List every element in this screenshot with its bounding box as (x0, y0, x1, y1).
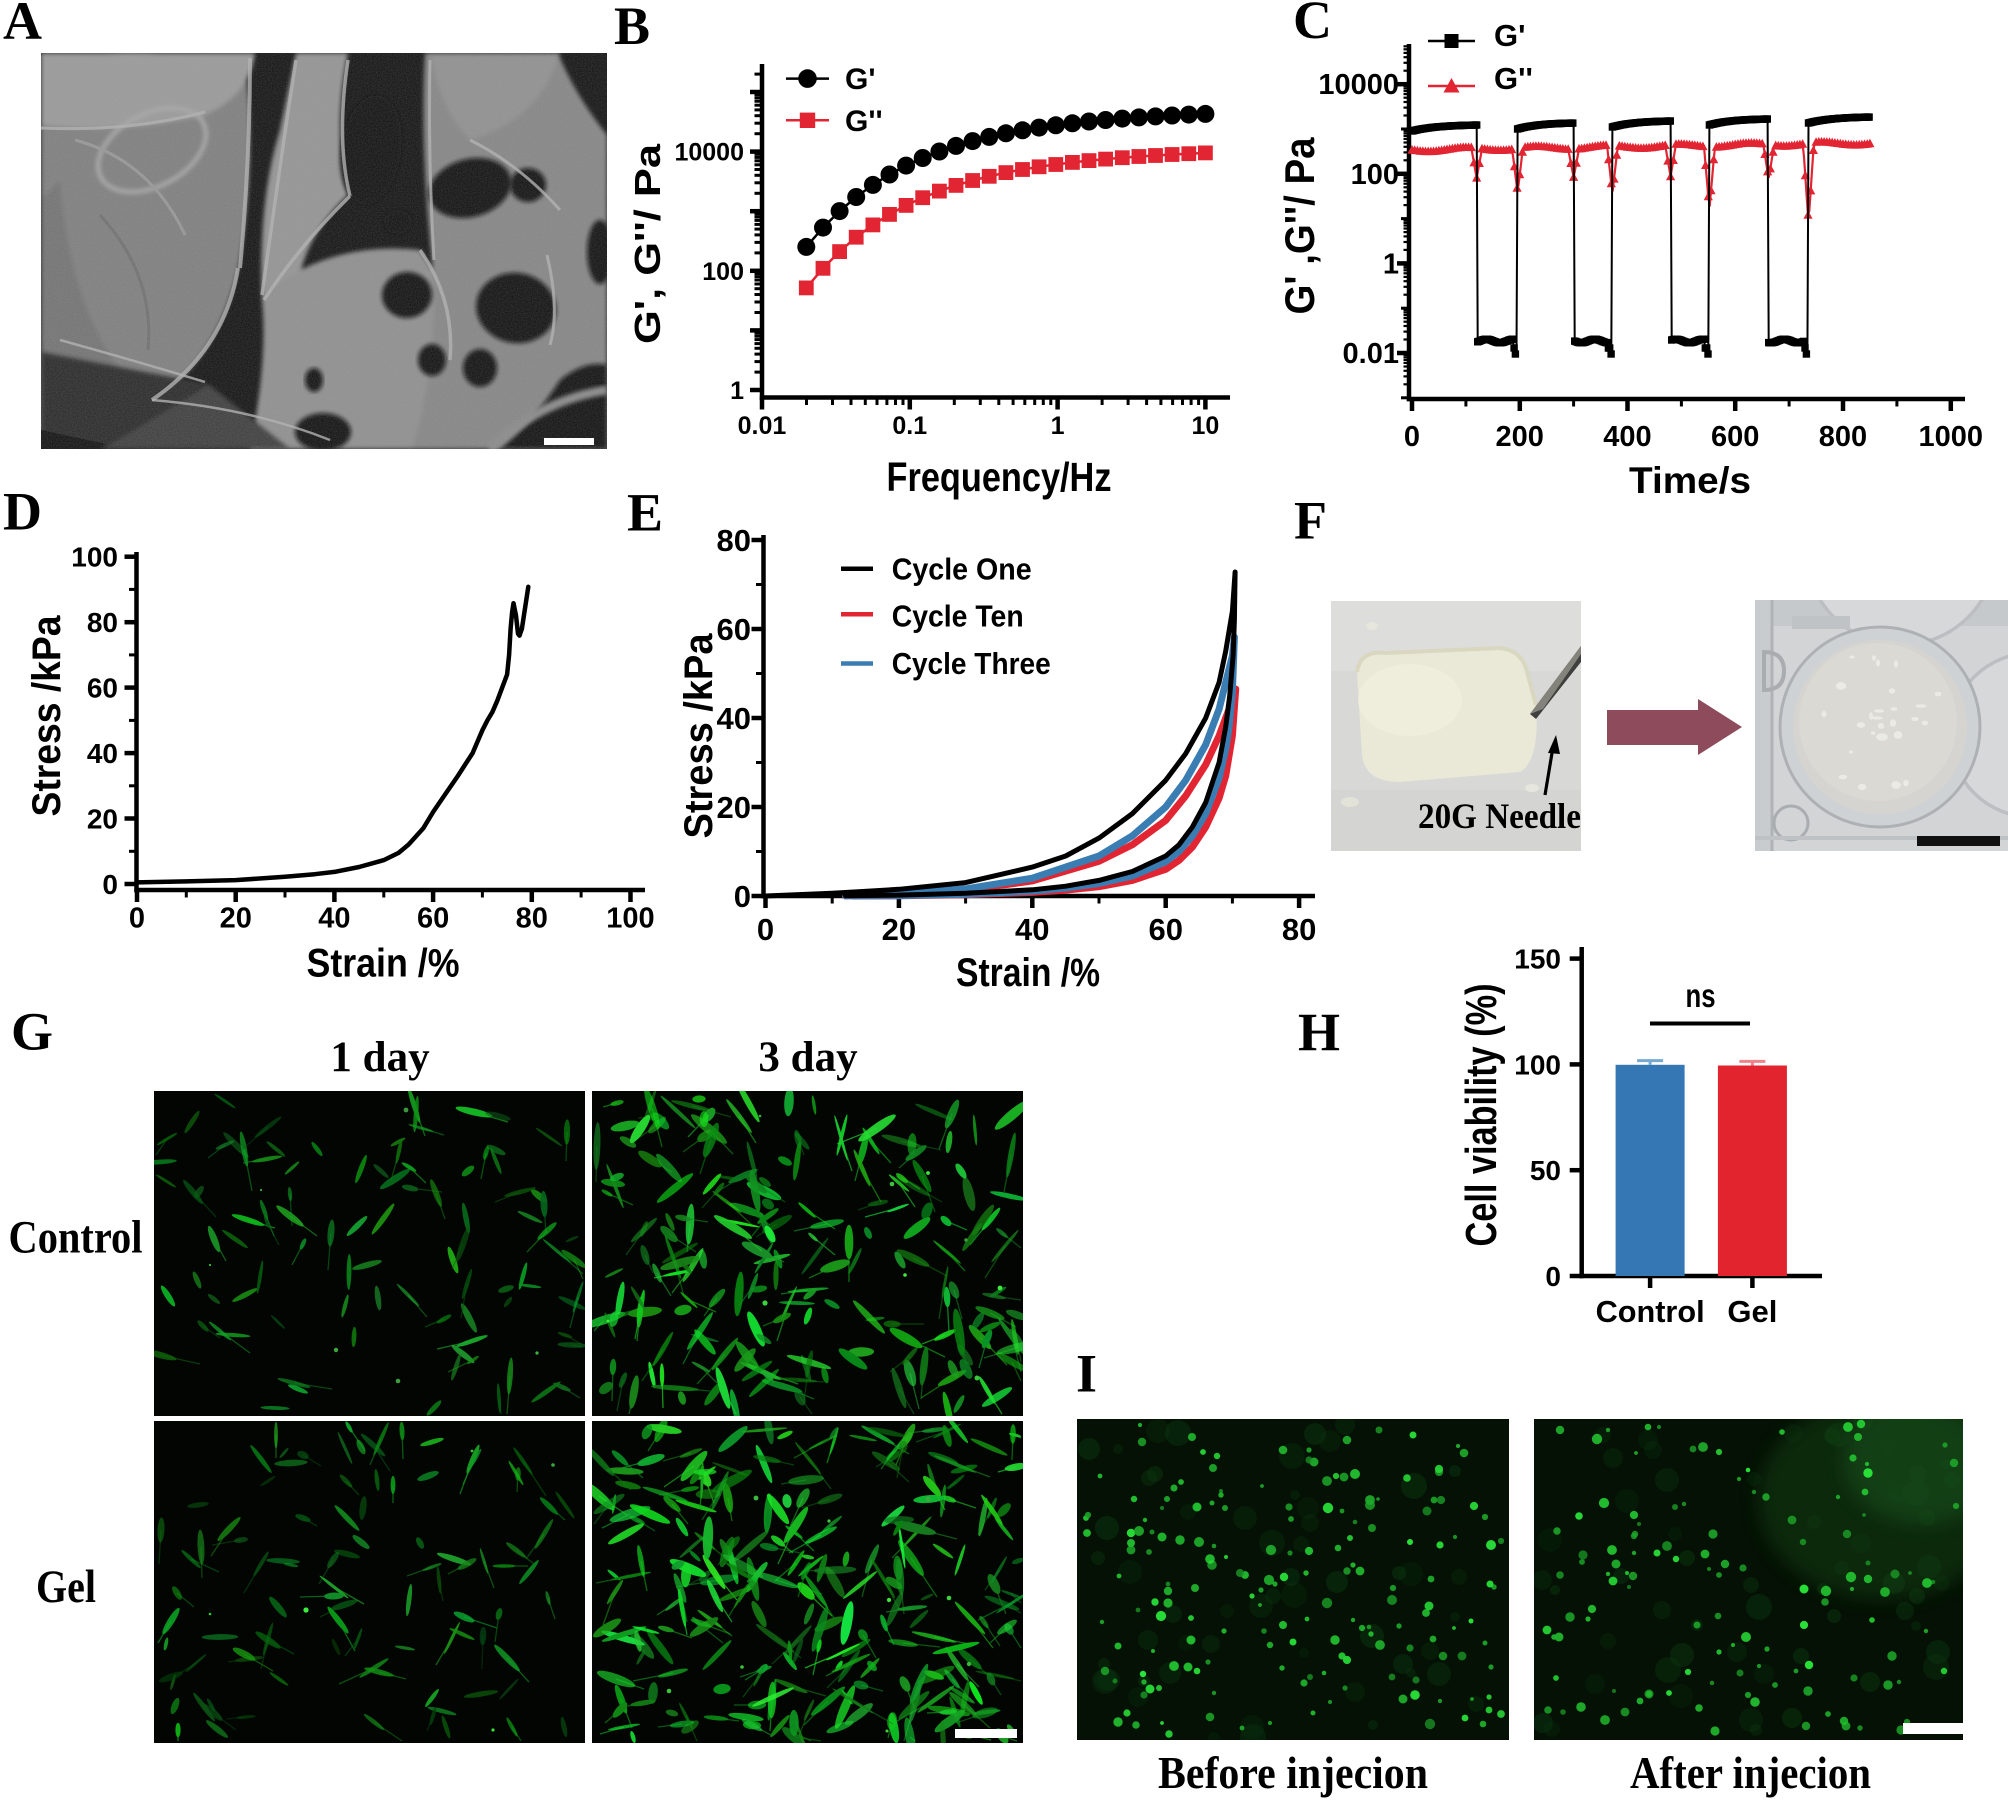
svg-text:60: 60 (717, 612, 751, 647)
svg-text:Strain /%: Strain /% (307, 942, 460, 986)
svg-text:D: D (3, 482, 42, 542)
svg-text:Time/s: Time/s (1629, 460, 1751, 501)
svg-text:0.01: 0.01 (1343, 338, 1399, 370)
svg-text:50: 50 (1530, 1155, 1561, 1186)
svg-text:100: 100 (702, 258, 744, 286)
svg-text:100: 100 (606, 903, 654, 935)
svg-text:20: 20 (882, 912, 916, 947)
svg-text:Cycle Ten: Cycle Ten (892, 599, 1024, 634)
svg-text:G' ,G''/ Pa: G' ,G''/ Pa (1276, 137, 1323, 315)
svg-text:0: 0 (734, 879, 751, 914)
svg-text:1 day: 1 day (330, 1034, 430, 1081)
svg-text:G': G' (845, 63, 875, 96)
svg-text:Strain /%: Strain /% (956, 951, 1100, 995)
svg-text:60: 60 (1148, 912, 1182, 947)
svg-text:G: G (11, 1002, 53, 1062)
svg-text:40: 40 (318, 903, 350, 935)
svg-text:0: 0 (1545, 1261, 1561, 1292)
svg-text:100: 100 (71, 542, 118, 573)
svg-text:Gel: Gel (1727, 1294, 1777, 1329)
svg-text:H: H (1298, 1003, 1340, 1063)
svg-text:Cycle One: Cycle One (892, 552, 1032, 587)
svg-text:I: I (1076, 1344, 1097, 1404)
svg-text:G'': G'' (845, 105, 883, 138)
svg-text:10000: 10000 (1318, 69, 1399, 101)
svg-text:Cell viability (%): Cell viability (%) (1457, 984, 1506, 1247)
svg-text:G', G''/ Pa: G', G''/ Pa (627, 143, 668, 344)
svg-text:200: 200 (1496, 421, 1544, 453)
svg-text:40: 40 (87, 738, 118, 769)
svg-text:A: A (3, 0, 42, 51)
svg-text:G': G' (1494, 18, 1525, 53)
svg-text:20: 20 (220, 903, 252, 935)
svg-text:E: E (627, 483, 663, 543)
svg-text:60: 60 (417, 903, 449, 935)
svg-text:600: 600 (1711, 421, 1759, 453)
svg-text:Control: Control (1596, 1294, 1705, 1329)
svg-text:0: 0 (757, 912, 774, 947)
svg-text:40: 40 (717, 701, 751, 736)
svg-text:20: 20 (87, 804, 118, 835)
svg-text:1: 1 (730, 377, 744, 405)
svg-text:B: B (614, 0, 650, 56)
svg-text:Frequency/Hz: Frequency/Hz (887, 454, 1112, 500)
svg-text:After injecion: After injecion (1630, 1747, 1871, 1798)
svg-text:80: 80 (1282, 912, 1316, 947)
svg-text:0: 0 (129, 903, 145, 935)
svg-text:F: F (1294, 491, 1327, 551)
svg-text:C: C (1293, 0, 1332, 50)
svg-text:80: 80 (516, 903, 548, 935)
svg-text:150: 150 (1514, 944, 1561, 975)
svg-text:0: 0 (1404, 421, 1420, 453)
svg-text:Gel: Gel (36, 1561, 96, 1613)
svg-text:3 day: 3 day (758, 1034, 858, 1081)
svg-text:60: 60 (87, 673, 118, 704)
svg-text:1: 1 (1051, 412, 1065, 440)
svg-text:80: 80 (717, 523, 751, 558)
svg-text:20G Needle: 20G Needle (1418, 796, 1581, 836)
svg-text:400: 400 (1603, 421, 1651, 453)
svg-text:Before injecion: Before injecion (1158, 1747, 1428, 1798)
svg-text:80: 80 (87, 607, 118, 638)
svg-text:100: 100 (1514, 1049, 1561, 1080)
svg-text:Stress /kPa: Stress /kPa (677, 633, 721, 839)
svg-text:G'': G'' (1494, 61, 1533, 96)
svg-text:0.1: 0.1 (892, 412, 927, 440)
svg-text:20: 20 (717, 790, 751, 825)
svg-text:10: 10 (1191, 412, 1219, 440)
svg-text:800: 800 (1819, 421, 1867, 453)
svg-text:1: 1 (1383, 248, 1399, 280)
svg-text:ns: ns (1686, 977, 1716, 1014)
svg-text:1000: 1000 (1918, 421, 1983, 453)
svg-text:0.01: 0.01 (738, 412, 787, 440)
svg-text:40: 40 (1015, 912, 1049, 947)
svg-text:10000: 10000 (674, 139, 744, 167)
svg-text:Cycle Three: Cycle Three (892, 646, 1051, 681)
svg-text:100: 100 (1351, 159, 1399, 191)
svg-text:0: 0 (102, 869, 118, 900)
svg-text:Control: Control (9, 1212, 143, 1264)
svg-text:Stress /kPa: Stress /kPa (25, 615, 69, 817)
